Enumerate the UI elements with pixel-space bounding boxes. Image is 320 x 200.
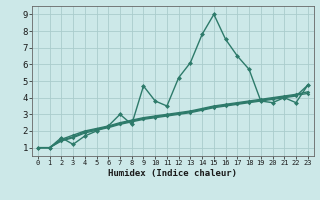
X-axis label: Humidex (Indice chaleur): Humidex (Indice chaleur) (108, 169, 237, 178)
